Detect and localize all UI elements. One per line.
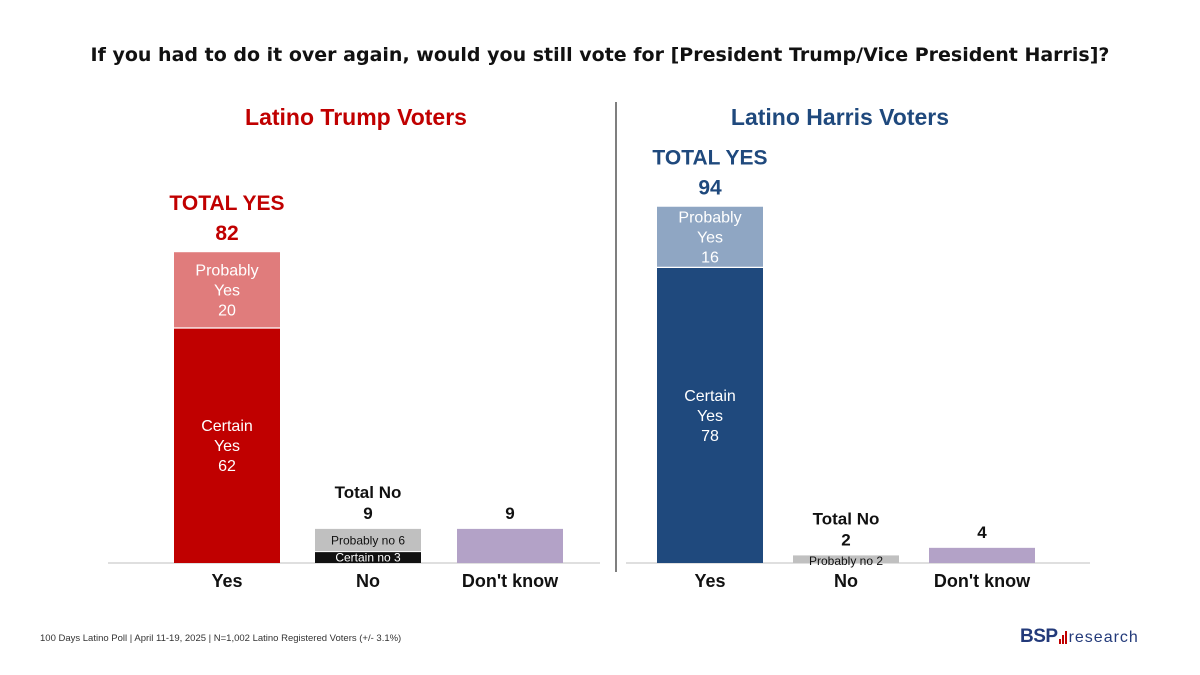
- trump-label-yes-certain-line-1: Yes: [214, 438, 240, 455]
- trump-bar-yes-probably: [174, 252, 280, 329]
- harris-category-label-1: No: [834, 571, 858, 591]
- harris-total-yes-value: 94: [698, 177, 722, 200]
- trump-label-yes-probably-line-1: Yes: [214, 283, 240, 300]
- harris-label-no-probably: Probably no 2: [809, 554, 883, 568]
- trump-label-no-certain: Certain no 3: [335, 550, 401, 564]
- trump-label-no-probably: Probably no 6: [331, 533, 405, 547]
- harris-total-no-value: 2: [841, 530, 850, 549]
- harris-label-yes-probably-line-1: Yes: [697, 230, 723, 247]
- trump-category-label-0: Yes: [211, 571, 242, 591]
- trump-bar-yes-certain: [174, 328, 280, 563]
- harris-bar-dont-know: [929, 547, 1035, 563]
- trump-total-yes-value: 82: [215, 222, 238, 245]
- trump-total-no-label: Total No: [335, 483, 402, 502]
- trump-bar-no-certain: [315, 551, 421, 563]
- footer-source: 100 Days Latino Poll | April 11-19, 2025…: [40, 633, 402, 644]
- bsp-research-logo: BSP research: [1020, 626, 1139, 648]
- harris-label-yes-probably-line-0: Probably: [678, 210, 741, 227]
- harris-label-yes-certain-line-0: Certain: [684, 388, 736, 405]
- harris-bar-yes-probably: [657, 206, 763, 268]
- trump-label-yes-certain-line-2: 62: [218, 458, 236, 475]
- harris-label-yes-certain-line-1: Yes: [697, 408, 723, 425]
- harris-total-yes-label: TOTAL YES: [652, 147, 767, 170]
- harris-label-yes-certain-line-2: 78: [701, 428, 719, 445]
- harris-panel-title: Latino Harris Voters: [730, 104, 950, 130]
- trump-label-yes-probably-line-0: Probably: [195, 263, 258, 280]
- trump-category-label-2: Don't know: [462, 571, 559, 591]
- trump-label-yes-certain-line-0: Certain: [201, 418, 253, 435]
- bar-chart-icon: [1058, 631, 1067, 644]
- harris-category-label-0: Yes: [694, 571, 725, 591]
- trump-bar-dont-know: [457, 528, 563, 563]
- logo-main-text: BSP: [1020, 626, 1058, 647]
- harris-label-yes-probably-line-2: 16: [701, 250, 719, 267]
- trump-value-dont-know: 9: [505, 504, 514, 523]
- logo-sub-text: research: [1068, 629, 1139, 646]
- harris-bar-yes-certain: [657, 267, 763, 563]
- harris-value-dont-know: 4: [977, 523, 987, 542]
- trump-panel-title: Latino Trump Voters: [245, 104, 467, 130]
- trump-category-label-1: No: [356, 571, 380, 591]
- chart-title: If you had to do it over again, would yo…: [90, 44, 1110, 66]
- harris-category-label-2: Don't know: [934, 571, 1031, 591]
- trump-total-no-value: 9: [363, 504, 372, 523]
- trump-bar-no-probably: [315, 528, 421, 552]
- harris-bar-no-probably: [793, 555, 899, 563]
- harris-total-no-label: Total No: [813, 509, 880, 528]
- trump-total-yes-label: TOTAL YES: [169, 192, 284, 215]
- trump-label-yes-probably-line-2: 20: [218, 303, 236, 320]
